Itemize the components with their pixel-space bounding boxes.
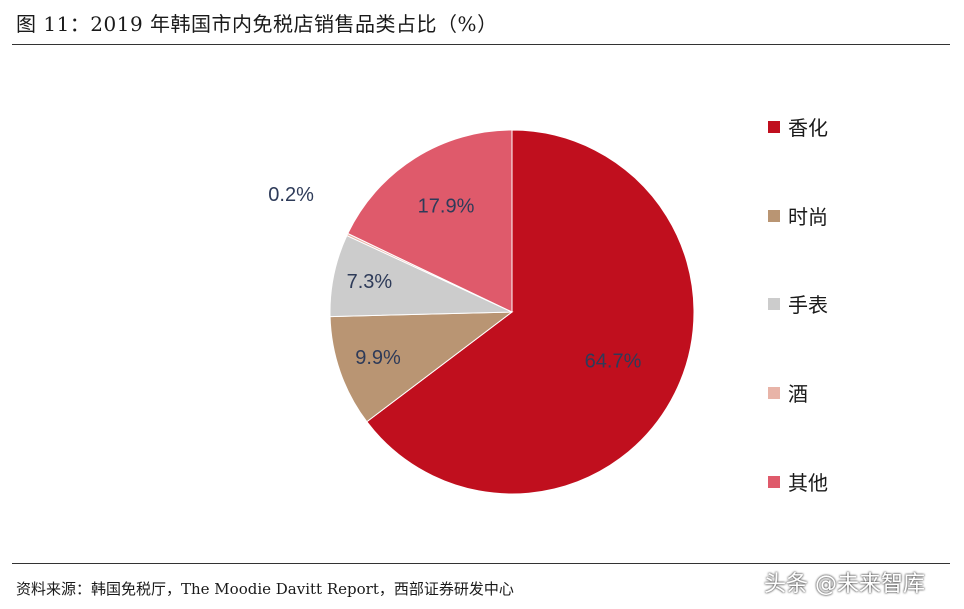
data-label-watches: 7.3% (347, 271, 393, 293)
legend-label-liquor: 酒 (788, 382, 808, 406)
legend-label-cosmetics: 香化 (788, 116, 828, 140)
legend-item-watches: 手表 (768, 289, 828, 318)
legend-label-other: 其他 (788, 471, 828, 495)
pie-slice-cosmetics (366, 129, 695, 495)
legend-label-fashion: 时尚 (788, 205, 828, 229)
chart-title: 图 11：2019 年韩国市内免税店销售品类占比（%） (16, 12, 498, 36)
legend-swatch-cosmetics (768, 120, 780, 133)
pie-slice-fashion (329, 311, 514, 423)
source-note: 资料来源：韩国免税厅，The Moodie Davitt Report，西部证券… (16, 580, 514, 598)
legend-item-fashion: 时尚 (768, 201, 828, 230)
legend-swatch-liquor (768, 386, 780, 399)
data-label-cosmetics: 64.7% (585, 351, 642, 373)
legend-swatch-other (768, 475, 780, 488)
watermark: 头条 @未来智库 (764, 572, 925, 597)
data-label-liquor: 0.2% (268, 184, 314, 206)
data-label-fashion: 9.9% (355, 347, 401, 369)
pie-slice-other (347, 129, 513, 313)
legend-item-other: 其他 (768, 467, 828, 496)
footer-divider (12, 563, 950, 564)
legend-item-cosmetics: 香化 (768, 112, 828, 141)
title-divider (12, 44, 950, 45)
legend-label-watches: 手表 (788, 293, 828, 317)
legend-item-liquor: 酒 (768, 378, 808, 407)
legend-swatch-fashion (768, 209, 780, 222)
legend-swatch-watches (768, 297, 780, 310)
data-label-other: 17.9% (418, 196, 475, 218)
